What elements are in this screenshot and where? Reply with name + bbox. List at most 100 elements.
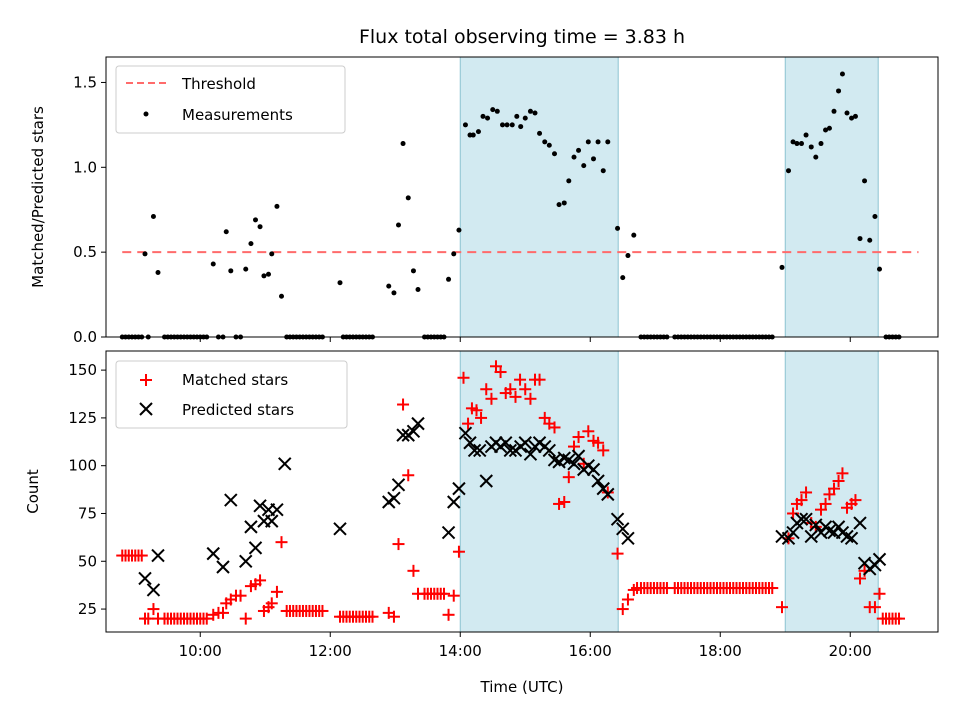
matched-star-marker [275,536,288,549]
matched-star-marker [234,589,247,602]
measurement-point [818,141,824,147]
matched-star-marker [548,421,561,434]
x-tick-label: 14:00 [439,642,482,660]
predicted-star-marker [216,560,230,574]
predicted-star-marker [253,499,267,513]
predicted-star-marker [396,428,410,442]
top-panel: 0.0 0.5 1.0 1.5 Matched/Predicted stars Thr… [29,56,939,346]
measurement-point [615,225,621,231]
matched-star-marker [828,482,840,495]
matched-star-marker [616,603,629,616]
matched-star-marker [849,494,862,507]
matched-star-marker [207,608,220,621]
measurement-point [446,276,452,282]
predicted-star-marker [503,443,518,458]
measurement-point [490,107,496,113]
matched-star-marker [239,612,252,625]
matched-star-marker [452,545,465,558]
matched-star-marker [553,497,566,510]
x-tick-label: 20:00 [829,642,872,660]
predicted-star-marker [411,416,425,431]
measurement-point [867,237,873,243]
predicted-star-marker [151,548,165,563]
y-tick-label: 50 [78,552,97,570]
predicted-star-marker [270,502,284,517]
matched-star-marker [519,383,532,396]
measurement-point [581,163,587,169]
measurements-legend-swatch [143,111,149,117]
measurement-point [470,132,476,138]
bottom-legend-box [115,360,348,429]
bottom-x-axis-label: Time (UTC) [480,678,564,696]
matched-star-marker [819,497,832,510]
predicted-star-marker [840,529,854,544]
matched-star-marker [200,612,213,625]
predicted-star-marker [586,462,601,477]
predicted-star-marker [224,493,238,507]
measurement-point [253,217,258,223]
measurement-point [396,222,401,228]
predicted-legend-swatch [139,402,153,416]
predicted-star-marker [406,424,421,438]
matched-legend-swatch [140,374,152,386]
matched-star-marker [832,474,845,487]
predicted-star-marker [138,571,152,586]
measurement-point [480,113,486,119]
predicted-star-marker [804,529,818,544]
matched-star-marker [592,436,605,449]
chart-title: Flux total observing time = 3.83 h [359,26,685,48]
matched-star-marker [366,610,379,623]
bottom-plot-area [116,360,905,625]
predicted-star-marker [794,512,809,526]
predicted-star-marker [463,436,477,450]
measurement-point [462,122,468,128]
y-tick-label: 0.0 [73,328,97,346]
measurement-point [799,141,804,147]
matched-star-marker [485,392,498,405]
predicted-star-marker [441,525,456,540]
measurement-point [790,139,796,145]
measurement-point [410,268,416,274]
measurement-point [527,108,533,114]
measurement-point [839,71,845,77]
predicted-star-marker [333,522,347,536]
shaded-interval [784,56,879,338]
y-tick-label: 0.5 [73,243,97,261]
measurement-point [786,168,791,174]
matched-star-marker [533,373,546,386]
measurement-point [620,275,626,281]
predicted-star-marker [523,447,538,461]
bottom-y-axis: 25 50 75 100 125 150 [68,361,106,618]
matched-star-marker [457,371,470,384]
measurement-point [518,124,524,130]
predicted-star-marker [473,443,487,458]
matched-star-marker [135,549,148,562]
bottom-x-axis: 10:00 12:00 14:00 16:00 18:00 20:00 [179,632,872,660]
measurement-point [337,280,343,286]
measurement-point [514,113,520,119]
measurement-point [451,251,457,257]
predicted-star-marker [447,495,461,509]
measurements-legend-label: Measurements [182,106,293,124]
matched-star-marker [509,390,522,403]
measurement-point [561,200,567,206]
x-tick-label: 16:00 [569,642,612,660]
measurement-point [546,142,552,148]
matched-star-marker [854,572,866,585]
x-tick-label: 10:00 [179,642,222,660]
predicted-star-marker [499,436,513,450]
measurement-point [456,227,462,233]
predicted-legend-label: Predicted stars [182,401,294,419]
measurement-point [808,144,814,150]
bottom-shaded-intervals [459,350,879,633]
measurement-point [400,141,406,147]
matched-star-marker [836,467,849,480]
measurement-point [844,110,850,116]
matched-star-marker [438,587,450,600]
measurement-point [537,130,543,136]
matched-star-marker [254,574,267,587]
matched-star-marker [447,589,460,602]
y-tick-label: 1.0 [73,158,97,176]
measurement-point [595,139,601,145]
